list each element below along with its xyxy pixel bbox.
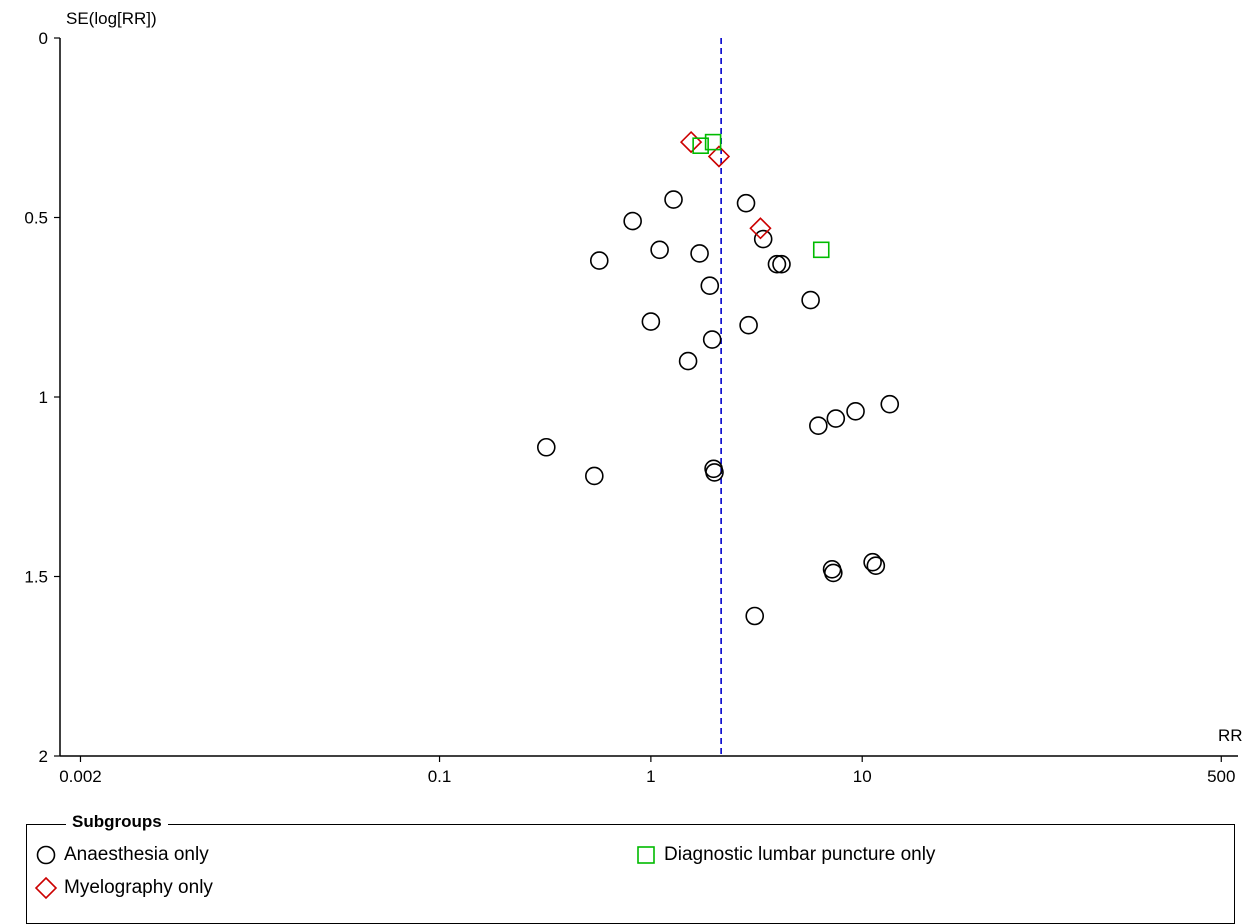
- point-myelography: [749, 217, 772, 240]
- point-anaesthesia: [739, 315, 758, 335]
- point-anaesthesia: [767, 254, 787, 274]
- x-tick-label: 0.1: [428, 767, 452, 786]
- legend-label-anaesthesia: Anaesthesia only: [64, 844, 209, 865]
- point-anaesthesia: [641, 312, 661, 331]
- y-tick-label: 0: [39, 29, 48, 48]
- circle-marker-icon: [36, 845, 56, 865]
- point-anaesthesia: [650, 240, 669, 260]
- point-anaesthesia: [678, 351, 698, 371]
- points-layer: [536, 130, 900, 626]
- axes-layer: SE(log[RR]) RR: [59, 9, 1243, 757]
- point-anaesthesia: [863, 552, 882, 572]
- x-axis-title: RR: [1218, 726, 1243, 745]
- y-tick-label: 0.5: [24, 209, 48, 228]
- x-ticks-layer: 0.002 0.1 1 10 500: [59, 756, 1235, 786]
- point-anaesthesia: [736, 193, 756, 213]
- point-anaesthesia: [585, 466, 604, 486]
- legend-label-myelography: Myelography only: [64, 877, 213, 898]
- y-tick-label: 1: [39, 388, 48, 407]
- y-tick-label: 2: [39, 747, 48, 766]
- point-anaesthesia: [664, 190, 683, 209]
- legend-box: [26, 824, 1235, 924]
- point-anaesthesia: [866, 556, 886, 576]
- x-tick-label: 10: [853, 767, 872, 786]
- y-ticks-layer: 0 0.5 1 1.5 2: [24, 29, 60, 766]
- x-tick-label: 0.002: [59, 767, 102, 786]
- point-anaesthesia: [826, 409, 846, 428]
- point-anaesthesia: [536, 437, 556, 457]
- point-anaesthesia: [700, 276, 720, 296]
- point-anaesthesia: [753, 229, 773, 249]
- x-tick-label: 500: [1207, 767, 1235, 786]
- point-lumbar-puncture: [812, 241, 830, 259]
- legend-item-lumbar-puncture: Diagnostic lumbar puncture only: [634, 843, 935, 867]
- square-marker-icon: [637, 846, 655, 864]
- point-anaesthesia: [702, 330, 722, 349]
- point-anaesthesia: [801, 290, 820, 310]
- point-anaesthesia: [824, 563, 843, 583]
- legend-item-anaesthesia: Anaesthesia only: [34, 843, 209, 867]
- point-anaesthesia: [623, 211, 642, 231]
- legend-item-myelography: Myelography only: [34, 876, 213, 900]
- y-axis-title: SE(log[RR]): [66, 9, 157, 28]
- point-anaesthesia: [880, 394, 900, 414]
- point-anaesthesia: [589, 251, 609, 270]
- point-myelography: [707, 145, 731, 168]
- x-tick-label: 1: [646, 767, 655, 786]
- point-anaesthesia: [846, 402, 865, 421]
- point-anaesthesia: [745, 606, 765, 626]
- diamond-marker-icon: [34, 876, 58, 900]
- legend-title: Subgroups: [66, 812, 168, 832]
- point-anaesthesia: [705, 463, 724, 482]
- point-anaesthesia: [809, 416, 828, 436]
- point-lumbar-puncture: [692, 137, 709, 154]
- point-anaesthesia: [772, 254, 791, 274]
- point-myelography: [679, 130, 703, 154]
- legend-label-lumbar-puncture: Diagnostic lumbar puncture only: [664, 844, 936, 865]
- y-tick-label: 1.5: [24, 568, 48, 587]
- point-lumbar-puncture: [704, 133, 722, 151]
- point-anaesthesia: [690, 244, 709, 263]
